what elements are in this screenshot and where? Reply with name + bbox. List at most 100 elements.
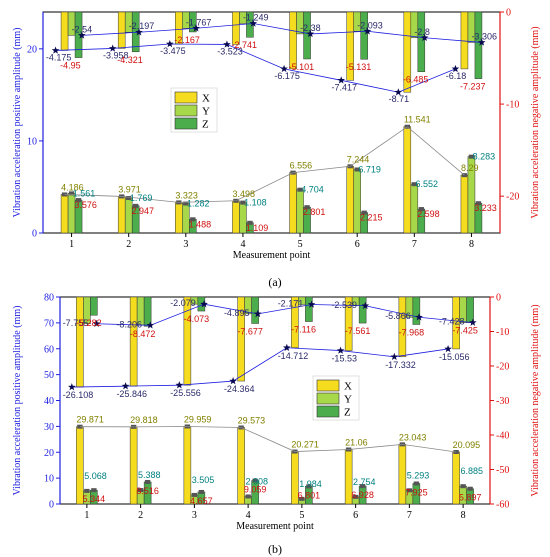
right-tick-label: -10 <box>506 100 519 111</box>
data-label-negative-y: -2.54 <box>72 24 93 34</box>
bar-positive-cap <box>198 489 205 494</box>
data-label-positive-x: 11.541 <box>404 115 431 125</box>
positive-trend-line <box>64 126 465 203</box>
right-tick-label: -20 <box>506 192 519 203</box>
data-label-positive-z: 2.801 <box>303 207 326 217</box>
data-label-positive-z: 3.233 <box>474 203 497 213</box>
data-label-positive-z: 6.928 <box>351 490 374 500</box>
data-label-negative-x: -26.108 <box>63 390 94 400</box>
negative-point-star <box>192 24 200 32</box>
data-label-negative-x: -3.523 <box>217 46 243 56</box>
data-label-positive-x: 6.556 <box>290 161 313 171</box>
negative-point-star <box>420 33 429 42</box>
plot-frame <box>42 11 501 234</box>
negative-point-star <box>146 321 155 329</box>
legend-swatch-y <box>316 392 340 405</box>
negative-point-star <box>78 31 86 39</box>
data-label-positive-x: 3.971 <box>118 184 141 194</box>
negative-point-star <box>477 38 486 46</box>
data-label-negative-x: -3.475 <box>160 46 186 56</box>
y-axis-title-left: Vibration acceleration positive amplitud… <box>12 306 23 496</box>
data-label-negative-x: -6.175 <box>274 71 300 81</box>
data-label-positive-x: 7.244 <box>347 154 370 164</box>
data-label-positive-z: 7.925 <box>405 487 428 497</box>
bar-negative-z <box>251 296 259 324</box>
bar-positive-cap <box>460 484 466 489</box>
negative-point-star <box>200 300 208 308</box>
negative-line-x <box>71 347 449 388</box>
bar-positive-cap <box>475 201 482 206</box>
bar-positive-cap <box>183 201 189 206</box>
bar-negative-z <box>189 11 197 33</box>
data-label-negative-z: -4.95 <box>60 61 81 71</box>
bar-positive-y <box>353 169 361 234</box>
x-tick-label: 8 <box>469 239 474 250</box>
negative-point-star <box>175 381 184 389</box>
data-label-positive-x: 20.095 <box>453 440 481 450</box>
bar-positive-cap <box>299 496 305 501</box>
bar-positive-cap <box>467 486 473 491</box>
negative-point-star <box>415 313 423 321</box>
data-label-positive-z: 8.516 <box>136 486 159 496</box>
bar-positive-cap <box>354 167 360 172</box>
x-axis-title: Measurement point <box>233 250 311 261</box>
data-label-negative-z: -4.321 <box>117 55 143 65</box>
bar-positive-cap <box>190 217 196 222</box>
left-tick-label: 80 <box>44 293 54 304</box>
negative-line-y <box>96 303 473 326</box>
data-label-negative-z: -5.101 <box>289 62 315 72</box>
legend-label-z: Z <box>202 119 209 131</box>
data-label-negative-y: -4.895 <box>224 308 250 318</box>
data-label-negative-z: -7.425 <box>452 326 478 336</box>
x-tick-label: 3 <box>192 510 197 521</box>
right-tick-label: 0 <box>506 8 511 19</box>
data-label-positive-y: 6.552 <box>415 179 438 189</box>
bar-positive-x <box>175 202 183 234</box>
left-tick-label: 0 <box>32 229 37 240</box>
data-label-positive-z: 2.947 <box>132 206 155 216</box>
negative-point-star <box>306 29 315 38</box>
bar-positive-x <box>117 196 126 234</box>
left-tick-label: 0 <box>49 500 54 511</box>
negative-point-star <box>307 300 316 308</box>
data-label-negative-z: -7.677 <box>237 326 263 336</box>
x-tick-label: 2 <box>126 239 131 250</box>
data-label-negative-y: -8.206 <box>116 319 142 329</box>
negative-point-star <box>337 76 345 84</box>
bar-positive-cap <box>247 220 253 225</box>
data-label-negative-y: -7.428 <box>439 317 465 327</box>
data-label-negative-y: -1.249 <box>243 13 269 23</box>
data-label-negative-x: -7.417 <box>331 82 357 92</box>
bar-positive-x <box>76 426 84 505</box>
right-tick-label: -30 <box>496 396 509 407</box>
data-label-negative-y: -2.171 <box>278 298 304 308</box>
negative-point-star <box>249 19 258 27</box>
right-tick-label: -40 <box>496 431 509 442</box>
data-label-positive-x: 8.29 <box>461 163 479 173</box>
left-tick-label: 20 <box>27 44 37 55</box>
data-label-negative-z: -4.073 <box>184 314 210 324</box>
negative-point-star <box>229 377 237 385</box>
data-label-positive-y: 1.561 <box>73 188 96 198</box>
y-axis-title-right: Vibration acceleration negative amplitud… <box>530 304 541 496</box>
negative-point-star <box>135 28 143 36</box>
legend-swatch-y <box>174 104 198 117</box>
data-label-positive-z: 1.488 <box>189 219 212 229</box>
data-label-negative-z: -6.485 <box>403 75 429 85</box>
bar-negative-z <box>90 296 98 316</box>
data-label-positive-y: 1.984 <box>299 479 322 489</box>
bar-positive-cap <box>144 479 151 484</box>
x-tick-label: 7 <box>407 510 412 521</box>
legend-label-x: X <box>344 381 352 393</box>
x-tick-label: 2 <box>138 510 143 521</box>
right-tick-label: 0 <box>496 293 501 304</box>
bar-negative-z <box>474 11 483 79</box>
bar-positive-cap <box>75 198 82 203</box>
bar-negative-x <box>452 296 460 350</box>
data-label-negative-y: -7.755 <box>63 318 89 328</box>
data-label-negative-x: -17.332 <box>385 360 416 370</box>
data-label-positive-z: 9.059 <box>244 485 267 495</box>
data-label-negative-z: -5.282 <box>76 318 102 328</box>
negative-point-star <box>390 352 399 361</box>
legend-label-y: Y <box>202 106 210 118</box>
